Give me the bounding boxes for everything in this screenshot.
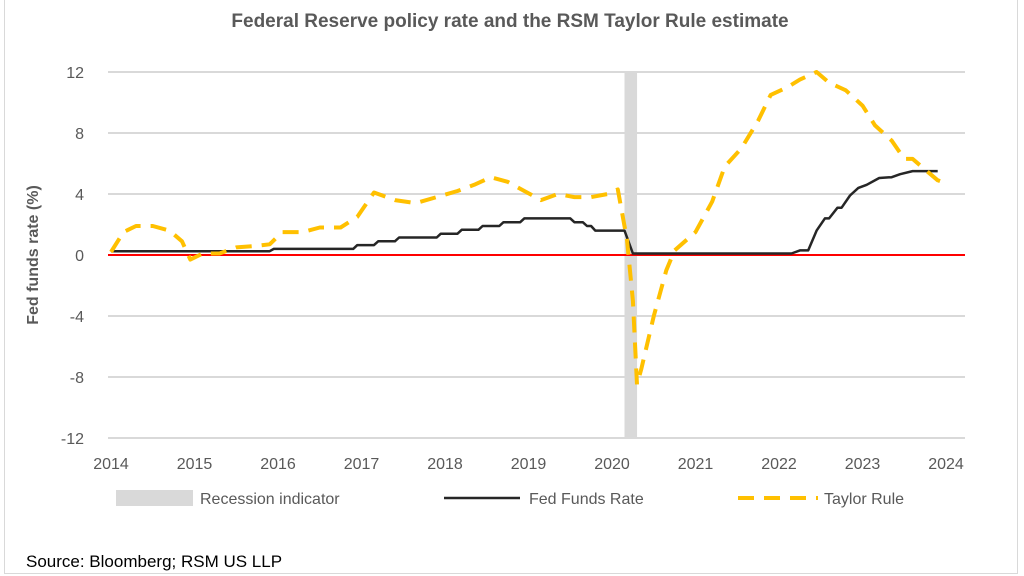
y-tick-label: -4 bbox=[70, 309, 84, 326]
legend-swatch-recession bbox=[116, 490, 193, 506]
y-tick-label: -12 bbox=[61, 431, 84, 448]
y-axis-label: Fed funds rate (%) bbox=[25, 185, 42, 325]
y-tick-label: 0 bbox=[75, 248, 84, 265]
x-axis-ticks: 2014 2015 2016 2017 2018 2019 2020 2021 2022 2023… bbox=[93, 456, 964, 473]
x-tick-label: 2015 bbox=[177, 456, 213, 473]
x-tick-label: 2023 bbox=[845, 456, 881, 473]
y-tick-label: 12 bbox=[66, 65, 84, 82]
x-tick-label: 2017 bbox=[344, 456, 380, 473]
x-tick-label: 2022 bbox=[761, 456, 797, 473]
y-axis-ticks: -12 -8 -4 0 4 8 12 bbox=[61, 65, 84, 448]
chart-title: Federal Reserve policy rate and the RSM … bbox=[231, 11, 788, 32]
y-tick-label: 8 bbox=[75, 126, 84, 143]
x-tick-label: 2020 bbox=[594, 456, 630, 473]
x-tick-label: 2019 bbox=[511, 456, 547, 473]
x-tick-label: 2018 bbox=[427, 456, 463, 473]
chart-frame bbox=[4, 0, 1018, 574]
gridlines bbox=[108, 71, 965, 439]
legend-label-taylor: Taylor Rule bbox=[824, 491, 904, 508]
y-tick-label: -8 bbox=[70, 370, 84, 387]
legend-label-recession: Recession indicator bbox=[200, 491, 340, 508]
x-tick-label: 2014 bbox=[93, 456, 129, 473]
series-taylor-rule bbox=[109, 70, 943, 387]
y-tick-label: 4 bbox=[75, 187, 84, 204]
legend-label-fed-funds: Fed Funds Rate bbox=[529, 491, 644, 508]
series-fed-funds-rate bbox=[111, 169, 938, 255]
series-lines bbox=[109, 70, 943, 387]
x-tick-label: 2021 bbox=[678, 456, 714, 473]
legend: Recession indicator Fed Funds Rate Taylo… bbox=[116, 490, 904, 508]
x-tick-label: 2016 bbox=[260, 456, 296, 473]
x-tick-label: 2024 bbox=[928, 456, 964, 473]
source-note: Source: Bloomberg; RSM US LLP bbox=[26, 552, 282, 571]
